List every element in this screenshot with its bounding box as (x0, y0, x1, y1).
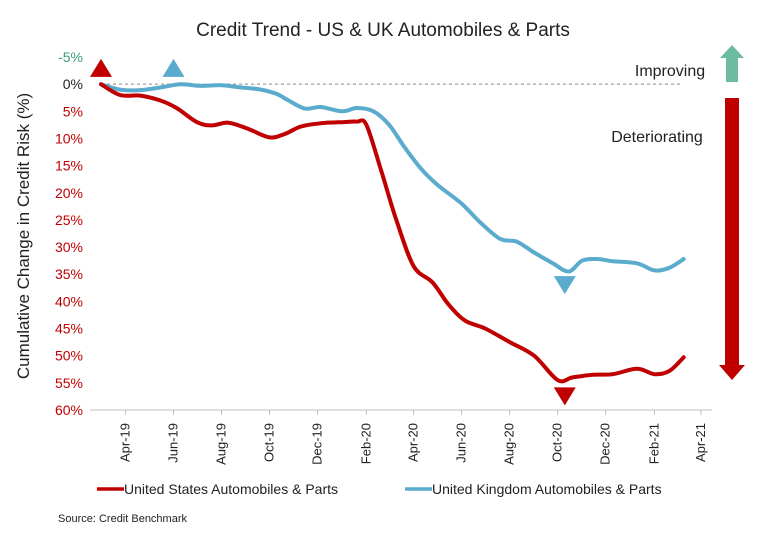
y-tick-label: 60% (55, 402, 83, 418)
y-tick-label: 20% (55, 185, 83, 201)
x-tick-label: Feb-21 (647, 423, 662, 464)
deteriorating-label: Deteriorating (611, 129, 703, 146)
x-tick-label: Oct-20 (550, 423, 565, 462)
source-note: Source: Credit Benchmark (58, 513, 187, 525)
y-tick-label: 40% (55, 293, 83, 309)
y-tick-label: 10% (55, 130, 83, 146)
x-tick-label: Apr-20 (406, 423, 421, 462)
improving-label: Improving (635, 63, 705, 80)
x-tick-label: Jun-19 (165, 423, 180, 463)
legend-label-us: United States Automobiles & Parts (124, 481, 338, 497)
legend-label-uk: United Kingdom Automobiles & Parts (432, 481, 662, 497)
y-tick-label: 55% (55, 375, 83, 391)
x-tick-label: Apr-19 (117, 423, 132, 462)
y-tick-label: -5% (58, 49, 83, 65)
y-tick-label: 0% (63, 76, 83, 92)
x-tick-label: Oct-19 (262, 423, 277, 462)
annotations: Improving Deteriorating (611, 45, 745, 380)
y-tick-label: 45% (55, 321, 83, 337)
uk-low-down-triangle-icon (553, 276, 576, 295)
legend-item-uk: United Kingdom Automobiles & Parts (405, 481, 662, 497)
y-tick-label: 35% (55, 266, 83, 282)
x-tick-label: Feb-20 (358, 423, 373, 464)
improving-arrow-icon (720, 45, 744, 82)
x-tick-label: Jun-20 (454, 423, 469, 463)
uk-start-up-triangle-icon (162, 58, 185, 77)
series-line-uk (99, 82, 686, 274)
x-axis-ticks: Apr-19 Jun-19 Aug-19 Oct-19 Dec-19 Feb-20 Apr-… (117, 410, 708, 465)
x-tick-label: Apr-21 (693, 423, 708, 462)
legend: United States Automobiles & Parts United… (97, 481, 662, 497)
y-tick-label: 15% (55, 158, 83, 174)
x-tick-label: Aug-20 (502, 423, 517, 465)
us-low-down-triangle-icon (553, 387, 576, 406)
y-axis-label: Cumulative Change in Credit Risk (%) (14, 93, 33, 379)
legend-item-us: United States Automobiles & Parts (97, 481, 338, 497)
x-tick-label: Aug-19 (213, 423, 228, 465)
markers (90, 58, 576, 406)
y-tick-label: 30% (55, 239, 83, 255)
x-tick-label: Dec-20 (598, 423, 613, 465)
y-axis-ticks: -5% 0% 5% 10% 15% 20% 25% 30% 35% 40% 45% 50% 55% 60% (55, 49, 83, 418)
y-tick-label: 50% (55, 348, 83, 364)
deteriorating-arrow-icon (719, 98, 745, 380)
x-tick-label: Dec-19 (310, 423, 325, 465)
us-start-up-triangle-icon (90, 58, 112, 77)
series-lines (99, 82, 686, 384)
y-tick-label: 5% (63, 103, 83, 119)
y-tick-label: 25% (55, 212, 83, 228)
chart-title: Credit Trend - US & UK Automobiles & Par… (196, 20, 570, 41)
series-line-us (99, 82, 686, 384)
